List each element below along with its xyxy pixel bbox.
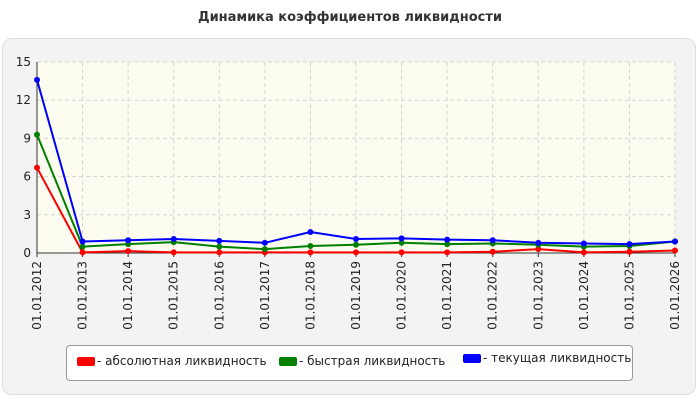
legend-item-quick: - быстрая ликвидность — [279, 354, 445, 368]
legend: - абсолютная ликвидность - быстрая ликви… — [66, 345, 633, 381]
legend-label-current: - текущая ликвидность — [483, 351, 632, 365]
x-tick-label: 01.01.2023 — [531, 261, 545, 330]
data-point-quick — [444, 241, 451, 248]
data-point-current — [444, 236, 451, 243]
tick-labels: 0 3 6 9 12 15 01.01.2012 01.01.2013 01.01.2014 01… — [16, 55, 682, 330]
y-tick-label: 6 — [23, 170, 31, 184]
y-tick-label: 15 — [16, 55, 31, 69]
data-point-current — [170, 235, 177, 242]
x-tick-label: 01.01.2020 — [395, 261, 409, 330]
y-tick-label: 3 — [23, 208, 31, 222]
data-point-absolute — [125, 248, 132, 255]
data-point-current — [216, 237, 223, 244]
x-tick-label: 01.01.2015 — [167, 261, 181, 330]
data-point-current — [353, 235, 359, 242]
legend-label-absolute: - абсолютная ликвидность — [97, 354, 267, 368]
data-point-quick — [398, 239, 405, 246]
data-point-current — [535, 239, 542, 246]
data-point-quick — [307, 242, 314, 249]
x-tick-label: 01.01.2018 — [303, 261, 317, 330]
data-point-quick — [353, 241, 359, 248]
data-point-current — [672, 238, 678, 245]
data-point-quick — [216, 243, 223, 250]
legend-item-absolute: - абсолютная ликвидность — [77, 354, 267, 368]
data-point-current — [626, 241, 633, 248]
data-point-current — [398, 235, 405, 242]
legend-item-current: - текущая ликвидность — [463, 351, 631, 365]
x-tick-label: 01.01.2013 — [76, 261, 90, 330]
data-point-quick — [79, 243, 86, 250]
data-point-absolute — [626, 248, 633, 255]
data-point-current — [125, 237, 132, 244]
legend-label-quick: - быстрая ликвидность — [299, 354, 446, 368]
grid-lines — [37, 61, 676, 253]
data-point-quick — [261, 246, 268, 253]
data-point-absolute — [79, 249, 86, 256]
x-tick-label: 01.01.2019 — [349, 261, 363, 330]
data-point-absolute — [580, 249, 587, 256]
data-point-absolute — [170, 249, 177, 256]
x-tick-label: 01.01.2017 — [258, 261, 272, 330]
x-tick-label: 01.01.2012 — [30, 261, 44, 330]
data-point-current — [34, 76, 40, 83]
data-point-current — [489, 237, 496, 244]
x-tick-label: 01.01.2014 — [121, 261, 135, 330]
legend-swatch-quick — [279, 356, 297, 366]
data-point-quick — [34, 131, 40, 138]
x-tick-label: 01.01.2021 — [440, 261, 454, 330]
data-point-absolute — [535, 246, 542, 253]
chart-title: Динамика коэффициентов ликвидности — [198, 10, 502, 25]
x-tick-label: 01.01.2024 — [577, 261, 591, 330]
x-tick-label: 01.01.2025 — [622, 261, 636, 330]
x-tick-label: 01.01.2022 — [486, 261, 500, 330]
data-point-absolute — [353, 249, 359, 256]
data-point-absolute — [34, 164, 40, 171]
y-tick-label: 0 — [23, 246, 31, 260]
data-point-absolute — [489, 248, 496, 255]
data-point-current — [261, 239, 268, 246]
data-point-absolute — [216, 249, 223, 256]
series-points — [34, 76, 678, 256]
data-point-absolute — [672, 247, 678, 254]
x-tick-label: 01.01.2026 — [668, 261, 682, 330]
y-tick-label: 12 — [16, 93, 31, 107]
data-point-current — [307, 228, 314, 235]
data-point-current — [580, 240, 587, 247]
data-point-current — [79, 238, 86, 245]
legend-swatch-current — [463, 353, 481, 363]
x-tick-label: 01.01.2016 — [212, 261, 226, 330]
data-point-absolute — [307, 249, 314, 256]
data-point-absolute — [444, 249, 451, 256]
data-point-absolute — [398, 249, 405, 256]
y-tick-label: 9 — [23, 131, 31, 145]
legend-swatch-absolute — [77, 356, 95, 366]
